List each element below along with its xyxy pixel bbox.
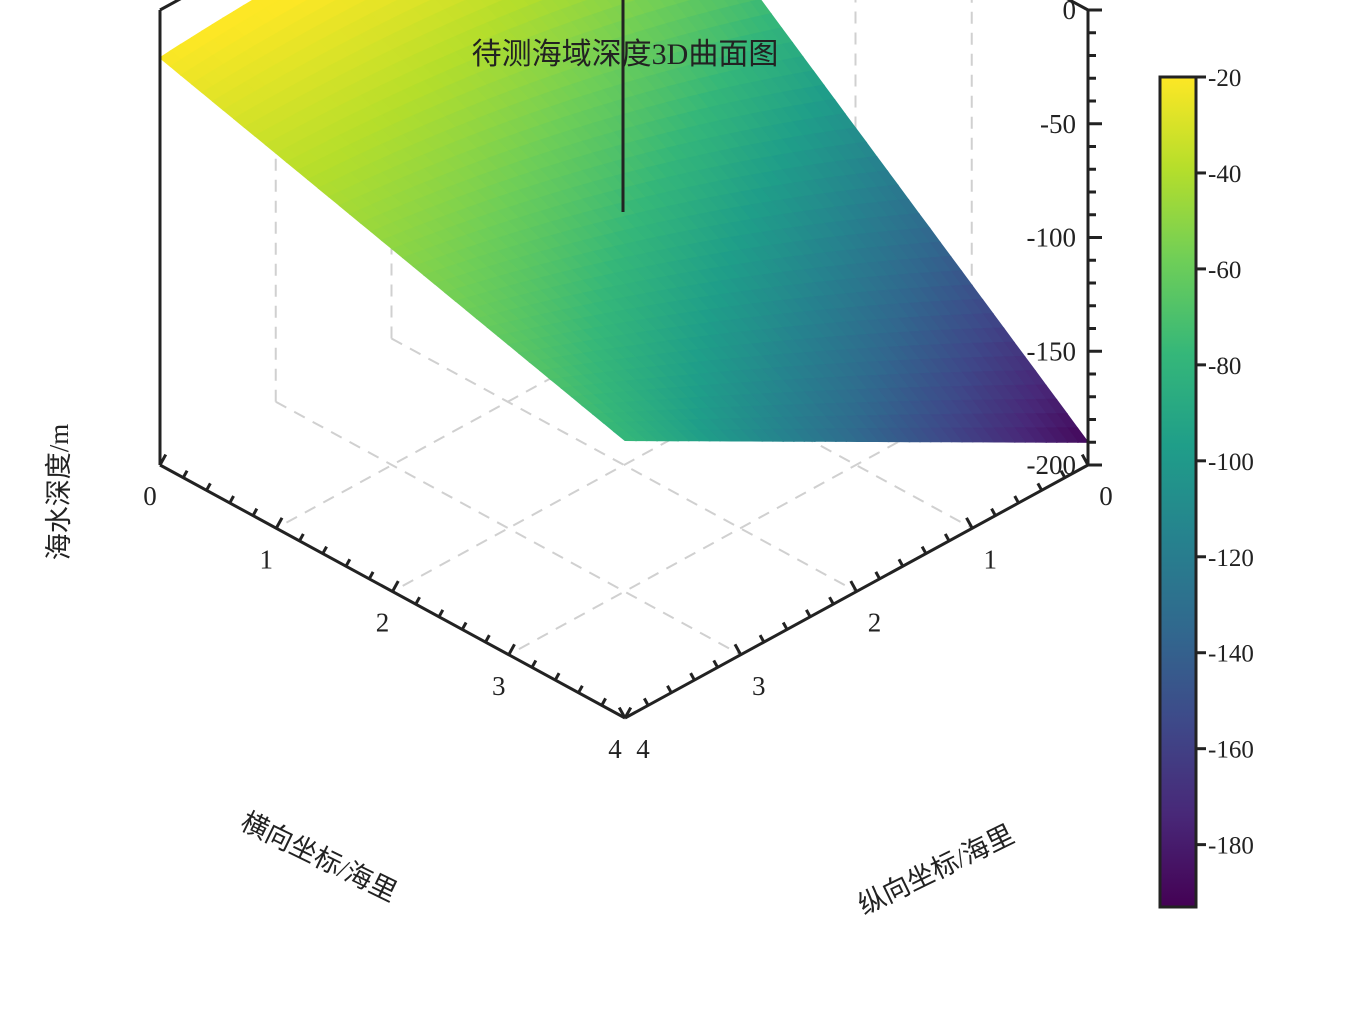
x-tick	[344, 558, 352, 567]
y-tick	[920, 545, 928, 555]
x-tick	[228, 495, 235, 504]
x-tick	[600, 697, 607, 707]
x-tick	[577, 685, 584, 694]
y-tick	[897, 558, 905, 567]
x-tick-label: 2	[376, 608, 390, 638]
z-tick-label: -100	[1027, 223, 1077, 253]
z-tick-label: -200	[1027, 450, 1077, 480]
chart-title: 待测海域深度3D曲面图	[472, 38, 779, 71]
x-tick	[391, 580, 400, 593]
x-tick	[437, 609, 445, 618]
y-tick	[943, 533, 951, 542]
x-tick	[367, 571, 375, 580]
colorbar-tick-label: -100	[1208, 449, 1254, 476]
y-tick	[733, 643, 743, 656]
z-tick-label: -50	[1040, 109, 1076, 139]
surface	[158, 0, 1090, 443]
x-tick-label: 1	[260, 544, 274, 574]
colorbar-ticks: -20 -40 -60 -80 -100 -120 -140 -160 -180	[1196, 65, 1254, 860]
colorbar	[1158, 75, 1198, 909]
x-tick	[205, 482, 212, 492]
y-tick	[642, 697, 650, 707]
y-tick-label: 3	[752, 671, 766, 701]
y-tick	[712, 659, 719, 669]
y-tick	[874, 571, 881, 580]
x-tick-label: 3	[492, 671, 506, 701]
y-tick	[666, 685, 673, 694]
y-tick	[1059, 469, 1067, 479]
colorbar-tick-label: -160	[1208, 737, 1254, 764]
y-tick	[805, 609, 812, 618]
colorbar-tick-label: -20	[1208, 65, 1241, 92]
x-tick-label: 0	[143, 481, 157, 511]
colorbar-tick-label: -180	[1208, 833, 1254, 860]
colorbar-gradient	[1158, 75, 1198, 909]
x-tick	[460, 621, 468, 631]
floor-grid-x	[508, 400, 973, 656]
floor-grid-y	[275, 400, 742, 656]
z-tick-label: 0	[1063, 0, 1077, 25]
y-tick	[990, 507, 997, 517]
x-tick	[251, 507, 259, 517]
y-tick	[758, 634, 766, 643]
y-tick-label: 2	[868, 608, 882, 638]
z-tick-label: -150	[1027, 336, 1077, 366]
surface-patch	[612, 430, 638, 442]
y-tick	[828, 596, 835, 605]
y-tick	[1013, 495, 1020, 504]
x-tick	[484, 634, 491, 643]
tick-labels: 0 1 2 3 4 0 1 2 3 4 0 -50 -100 -150 -200	[143, 0, 1113, 764]
colorbar-tick-label: -80	[1208, 353, 1241, 380]
y-tick-label: 4	[636, 734, 650, 764]
x-tick	[553, 672, 561, 681]
x-tick	[623, 706, 633, 719]
x-tick	[414, 596, 421, 605]
y-tick	[689, 672, 696, 681]
z-axis-title: 海水深度/m	[44, 424, 74, 561]
y-tick	[849, 580, 858, 593]
y-tick-label: 0	[1099, 481, 1113, 511]
colorbar-tick-label: -60	[1208, 257, 1241, 284]
y-tick	[965, 517, 974, 529]
x-tick-label: 4	[608, 734, 622, 764]
y-tick-label: 1	[984, 544, 998, 574]
x-tick	[507, 643, 516, 656]
colorbar-tick-label: -140	[1208, 641, 1254, 668]
x-tick	[274, 517, 284, 529]
x-tick	[158, 453, 168, 466]
floor-grid-y	[391, 337, 857, 593]
colorbar-tick-label: -120	[1208, 545, 1254, 572]
x-tick	[321, 545, 328, 555]
y-tick	[781, 621, 789, 631]
y-axis-title: 纵向坐标/海里	[853, 819, 1019, 920]
x-tick	[181, 469, 189, 479]
y-tick	[617, 706, 627, 719]
x-tick	[530, 659, 538, 669]
y-tick	[1080, 453, 1090, 466]
y-tick	[1036, 482, 1044, 492]
x-axis-title: 横向坐标/海里	[236, 806, 402, 907]
tick-marks	[158, 8, 1102, 719]
colorbar-tick-label: -40	[1208, 161, 1241, 188]
x-tick	[298, 533, 305, 542]
